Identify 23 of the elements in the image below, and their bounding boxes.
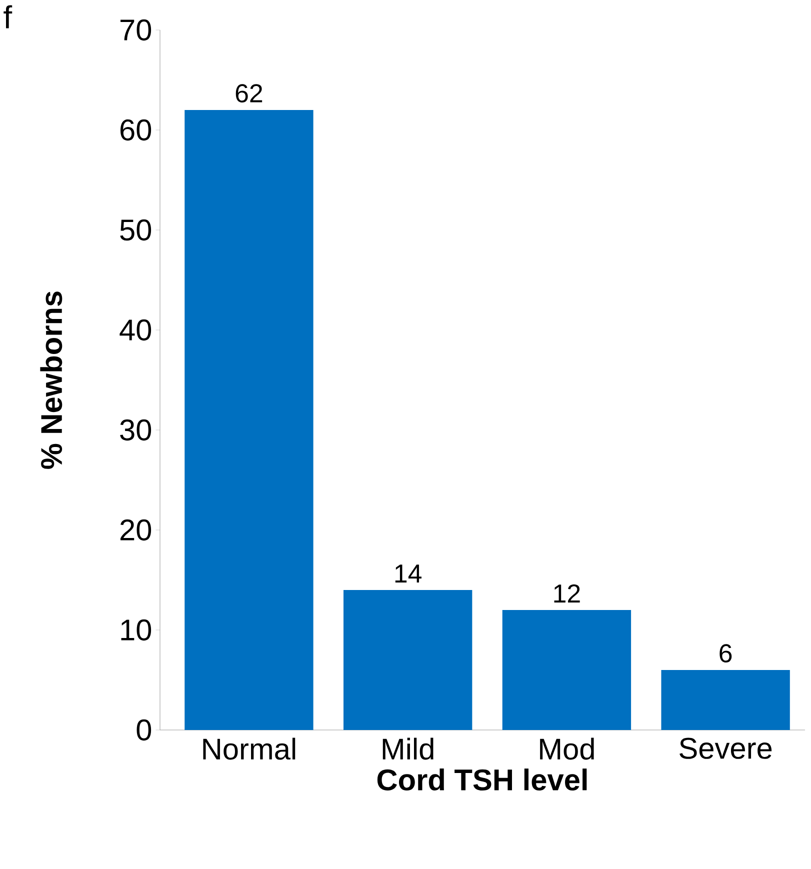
y-tick-label: 30 bbox=[120, 419, 152, 441]
text: f bbox=[4, 5, 12, 28]
x-tick-label: Mod bbox=[540, 738, 594, 760]
y-tick-label: 40 bbox=[120, 319, 152, 341]
x-axis-title: Cord TSH level bbox=[377, 768, 587, 791]
bar bbox=[661, 670, 790, 730]
y-tick-label: 10 bbox=[121, 619, 152, 641]
x-tick-label: Normal bbox=[203, 738, 296, 760]
y-axis-title: % Newborns bbox=[40, 292, 62, 469]
data-label: 14 bbox=[395, 564, 422, 582]
bar bbox=[502, 610, 632, 730]
y-tick-label: 60 bbox=[120, 119, 152, 141]
y-tick-label: 0 bbox=[136, 719, 152, 741]
data-label: 62 bbox=[236, 84, 262, 102]
y-tick-label: 50 bbox=[120, 219, 152, 241]
data-label: 12 bbox=[554, 584, 580, 602]
bar bbox=[184, 110, 314, 730]
y-tick-label: 70 bbox=[120, 19, 152, 41]
bar bbox=[343, 590, 472, 730]
x-tick-label: Severe bbox=[680, 738, 772, 759]
data-label: 6 bbox=[720, 644, 732, 662]
x-tick-label: Mild bbox=[382, 738, 434, 760]
y-tick-label: 20 bbox=[120, 519, 152, 541]
